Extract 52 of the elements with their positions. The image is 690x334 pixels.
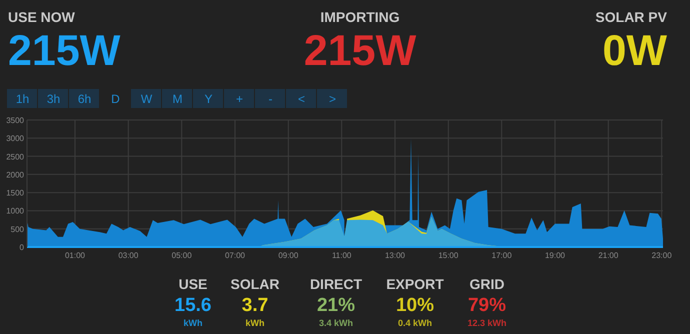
text: IMPORTING bbox=[320, 9, 400, 25]
text: 15.6 bbox=[174, 295, 212, 316]
text: kWh bbox=[246, 318, 264, 328]
x-tick-label: 15:00 bbox=[438, 251, 459, 260]
x-tick-label: 13:00 bbox=[384, 251, 406, 260]
text: 79% bbox=[468, 295, 506, 316]
y-tick-label: 2000 bbox=[6, 170, 25, 180]
text: W bbox=[140, 92, 153, 106]
x-tick-label: 21:00 bbox=[598, 251, 619, 260]
text: USE NOW bbox=[8, 9, 76, 25]
text: kWh bbox=[184, 318, 202, 328]
x-tick-label: 01:00 bbox=[64, 251, 86, 260]
text: 0W bbox=[602, 27, 668, 75]
text: 3.7 bbox=[242, 295, 268, 316]
text: < bbox=[298, 92, 306, 106]
text: 3h bbox=[46, 92, 60, 106]
y-tick-label: 0 bbox=[20, 243, 25, 252]
text: SOLAR PV bbox=[595, 9, 668, 25]
text: 1h bbox=[16, 92, 30, 106]
x-tick-label: 19:00 bbox=[544, 251, 566, 260]
y-tick-label: 1000 bbox=[6, 206, 25, 216]
text: 3.4 kWh bbox=[318, 318, 354, 328]
text: USE bbox=[178, 276, 208, 292]
y-tick-label: 500 bbox=[10, 224, 25, 234]
x-tick-label: 23:00 bbox=[652, 251, 672, 260]
text: EXPORT bbox=[386, 276, 444, 292]
x-tick-label: 05:00 bbox=[172, 251, 192, 260]
text: 6h bbox=[78, 92, 92, 106]
text: 0.4 kWh bbox=[398, 318, 432, 328]
text: 215W bbox=[304, 27, 417, 75]
y-tick-label: 3000 bbox=[6, 134, 25, 144]
x-tick-label: 17:00 bbox=[492, 251, 512, 260]
text: - bbox=[268, 92, 272, 106]
text: 215W bbox=[8, 27, 121, 75]
text: 12.3 kWh bbox=[467, 318, 507, 328]
y-tick-label: 1500 bbox=[6, 188, 25, 198]
text: DIRECT bbox=[310, 276, 362, 292]
x-tick-label: 03:00 bbox=[118, 251, 139, 260]
text: SOLAR bbox=[230, 276, 280, 292]
x-tick-label: 11:00 bbox=[332, 251, 352, 260]
x-tick-label: 07:00 bbox=[224, 251, 246, 260]
y-tick-label: 2500 bbox=[6, 152, 25, 162]
x-tick-label: 09:00 bbox=[278, 251, 299, 260]
text: 10% bbox=[396, 295, 434, 316]
text: > bbox=[328, 92, 336, 106]
text: D bbox=[111, 92, 120, 106]
y-tick-label: 3500 bbox=[6, 116, 25, 125]
text: M bbox=[172, 92, 182, 106]
text: 21% bbox=[316, 295, 356, 316]
text: Y bbox=[204, 92, 213, 106]
text: + bbox=[236, 92, 244, 106]
text: GRID bbox=[470, 276, 504, 292]
